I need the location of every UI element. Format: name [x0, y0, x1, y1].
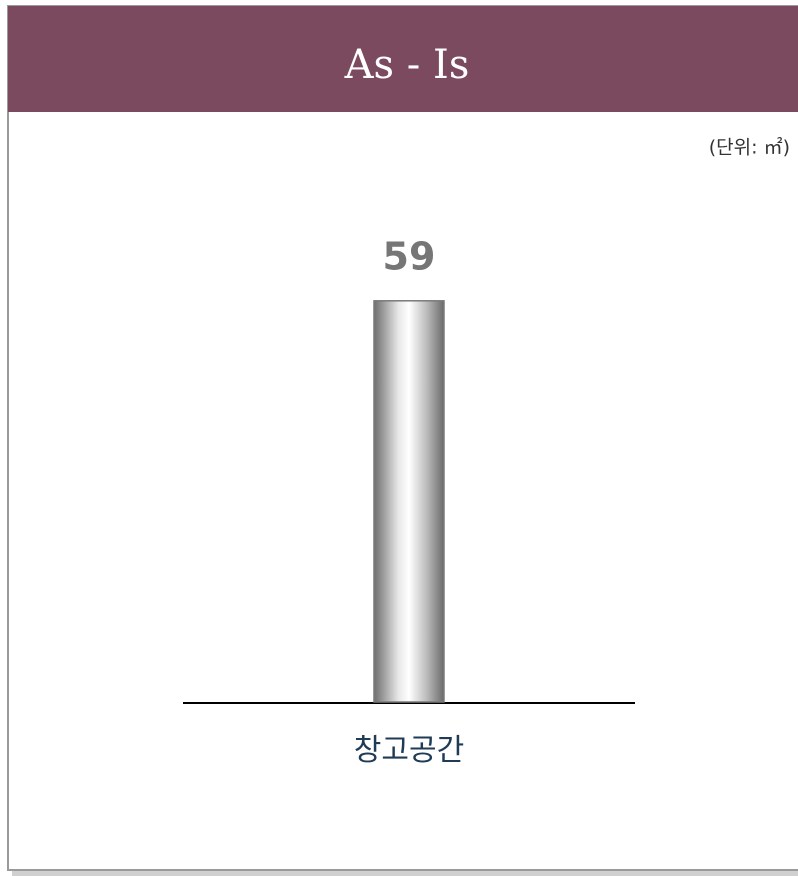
value-label: 59 — [383, 234, 436, 278]
header — [8, 6, 798, 112]
x-tick-label: 창고공간 — [354, 733, 464, 768]
bar — [373, 300, 445, 703]
unit-note: (단위: ㎡) — [709, 136, 790, 159]
chart-title: As - Is — [344, 42, 470, 88]
